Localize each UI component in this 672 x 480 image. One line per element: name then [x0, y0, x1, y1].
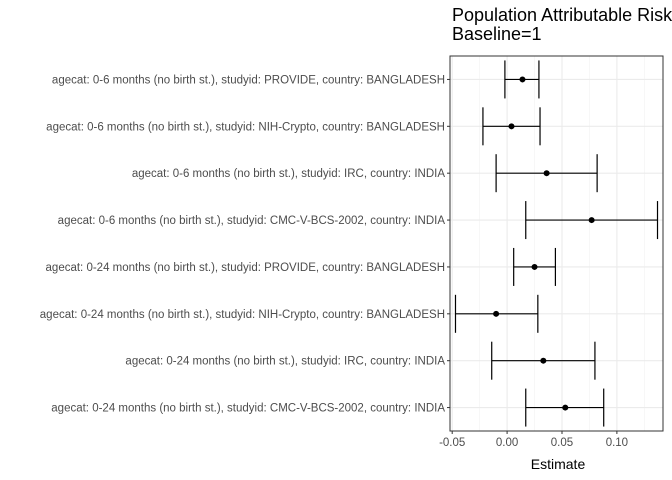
chart-title-line-2: Baseline=1	[452, 24, 542, 44]
x-axis-ticks: -0.05 0.00 0.05 0.10	[439, 431, 628, 449]
chart-title-line-1: Population Attributable Risk	[452, 5, 672, 25]
point-estimate	[519, 76, 526, 83]
category-label: agecat: 0-24 months (no birth st.), stud…	[51, 403, 445, 415]
x-tick-label: 0.00	[496, 437, 518, 449]
x-tick-label: 0.10	[606, 437, 628, 449]
plot-panel	[449, 55, 664, 432]
category-labels: agecat: 0-6 months (no birth st.), study…	[40, 74, 450, 415]
x-axis-title: Estimate	[531, 456, 586, 472]
gridlines	[450, 56, 663, 431]
point-estimate	[531, 263, 538, 270]
point-estimate	[493, 310, 500, 317]
category-label: agecat: 0-24 months (no birth st.), stud…	[46, 262, 445, 274]
panel-background	[450, 56, 663, 431]
error-bars	[454, 60, 659, 427]
point-estimate	[562, 404, 569, 411]
category-label: agecat: 0-24 months (no birth st.), stud…	[125, 356, 445, 368]
category-label: agecat: 0-6 months (no birth st.), study…	[46, 121, 445, 133]
category-label: agecat: 0-6 months (no birth st.), study…	[52, 74, 445, 86]
point-estimate	[540, 357, 547, 364]
x-tick-label: 0.05	[551, 437, 573, 449]
point-estimate	[508, 123, 515, 130]
x-tick-label: -0.05	[439, 437, 465, 449]
point-estimate	[543, 170, 550, 177]
point-estimate	[588, 217, 595, 224]
category-label: agecat: 0-6 months (no birth st.), study…	[132, 168, 446, 180]
category-label: agecat: 0-24 months (no birth st.), stud…	[40, 309, 445, 321]
category-label: agecat: 0-6 months (no birth st.), study…	[58, 215, 446, 227]
